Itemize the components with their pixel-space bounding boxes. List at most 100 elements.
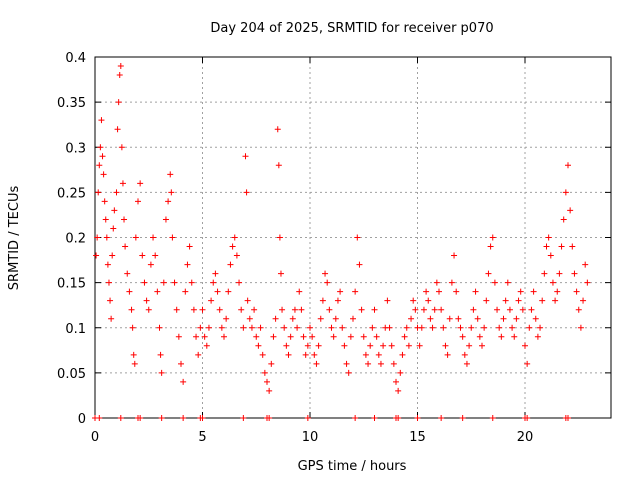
data-point	[457, 324, 464, 331]
data-point	[397, 369, 404, 376]
data-point	[375, 351, 382, 358]
data-point	[569, 243, 576, 250]
data-point	[519, 306, 526, 313]
data-point	[289, 315, 296, 322]
data-point	[212, 270, 219, 277]
data-point	[352, 415, 359, 421]
data-point	[158, 415, 165, 421]
data-point	[577, 324, 584, 331]
data-point	[111, 207, 118, 214]
data-point	[468, 324, 475, 331]
data-point	[575, 306, 582, 313]
data-point	[283, 342, 290, 349]
data-point	[524, 415, 531, 421]
data-point	[459, 333, 466, 340]
data-point	[322, 270, 329, 277]
data-point	[188, 279, 195, 286]
data-point	[175, 333, 182, 340]
data-point	[205, 324, 212, 331]
data-point	[388, 342, 395, 349]
data-point	[438, 415, 445, 421]
data-point	[300, 333, 307, 340]
data-point	[242, 153, 249, 160]
data-point	[199, 306, 206, 313]
data-point	[244, 297, 251, 304]
data-point	[117, 63, 124, 70]
y-tick-label: 0.4	[65, 51, 86, 66]
data-point	[463, 360, 470, 367]
data-point	[104, 261, 111, 268]
data-point	[545, 234, 552, 241]
data-point	[414, 415, 421, 421]
data-point	[193, 333, 200, 340]
data-point	[556, 270, 563, 277]
data-point	[337, 288, 344, 295]
data-point	[109, 252, 116, 259]
data-point	[150, 234, 157, 241]
data-point	[345, 369, 352, 376]
data-point	[459, 415, 466, 421]
data-point	[167, 171, 174, 178]
data-point	[451, 252, 458, 259]
data-point	[565, 415, 571, 421]
data-point	[436, 288, 442, 295]
data-point	[100, 171, 107, 178]
data-point	[479, 342, 485, 349]
chart-title: Day 204 of 2025, SRMTID for receiver p07…	[210, 21, 493, 36]
data-point	[105, 279, 112, 286]
data-point	[350, 315, 356, 322]
y-tick-label: 0.25	[57, 186, 86, 201]
data-point	[311, 351, 318, 358]
data-point	[513, 315, 520, 322]
data-point	[178, 360, 184, 367]
data-point	[358, 306, 365, 313]
data-point	[582, 261, 589, 268]
data-point	[218, 324, 225, 331]
data-point	[102, 216, 109, 223]
data-point	[565, 162, 571, 169]
data-point	[246, 315, 253, 322]
data-point	[130, 351, 137, 358]
data-point	[276, 234, 283, 241]
data-point	[99, 153, 106, 160]
data-point	[481, 324, 488, 331]
data-point	[116, 72, 123, 79]
data-point	[197, 324, 204, 331]
data-point	[94, 234, 101, 241]
data-point	[214, 288, 221, 295]
data-point	[319, 297, 326, 304]
data-point	[343, 360, 350, 367]
data-point	[405, 342, 412, 349]
data-point	[390, 360, 397, 367]
data-point	[264, 378, 270, 385]
data-point	[423, 288, 430, 295]
data-point	[107, 297, 114, 304]
data-point	[231, 234, 238, 241]
data-point	[272, 315, 279, 322]
data-point	[386, 324, 393, 331]
data-point	[431, 306, 438, 313]
data-point	[291, 306, 298, 313]
y-tick-label: 0.05	[57, 367, 86, 382]
y-tick-label: 0.15	[57, 277, 86, 292]
data-point	[489, 415, 496, 421]
data-point	[453, 288, 460, 295]
data-point	[420, 306, 427, 313]
data-point	[511, 333, 518, 340]
data-point	[227, 261, 234, 268]
data-point	[240, 324, 247, 331]
axis-ticks: 0 0.05 0.1 0.15 0.2 0.25 0.3 0.35 0.4 0 5 10 15 20	[57, 51, 611, 445]
data-point	[152, 252, 159, 259]
data-point	[210, 279, 217, 286]
data-point	[157, 351, 164, 358]
data-point	[534, 333, 541, 340]
data-point	[466, 342, 473, 349]
data-point	[438, 306, 445, 313]
data-point	[113, 189, 120, 196]
data-point	[552, 297, 559, 304]
data-point	[158, 369, 165, 376]
data-point	[203, 342, 210, 349]
data-point	[522, 342, 528, 349]
y-axis-label: SRMTID / TECUs	[7, 186, 22, 291]
data-point	[124, 270, 131, 277]
